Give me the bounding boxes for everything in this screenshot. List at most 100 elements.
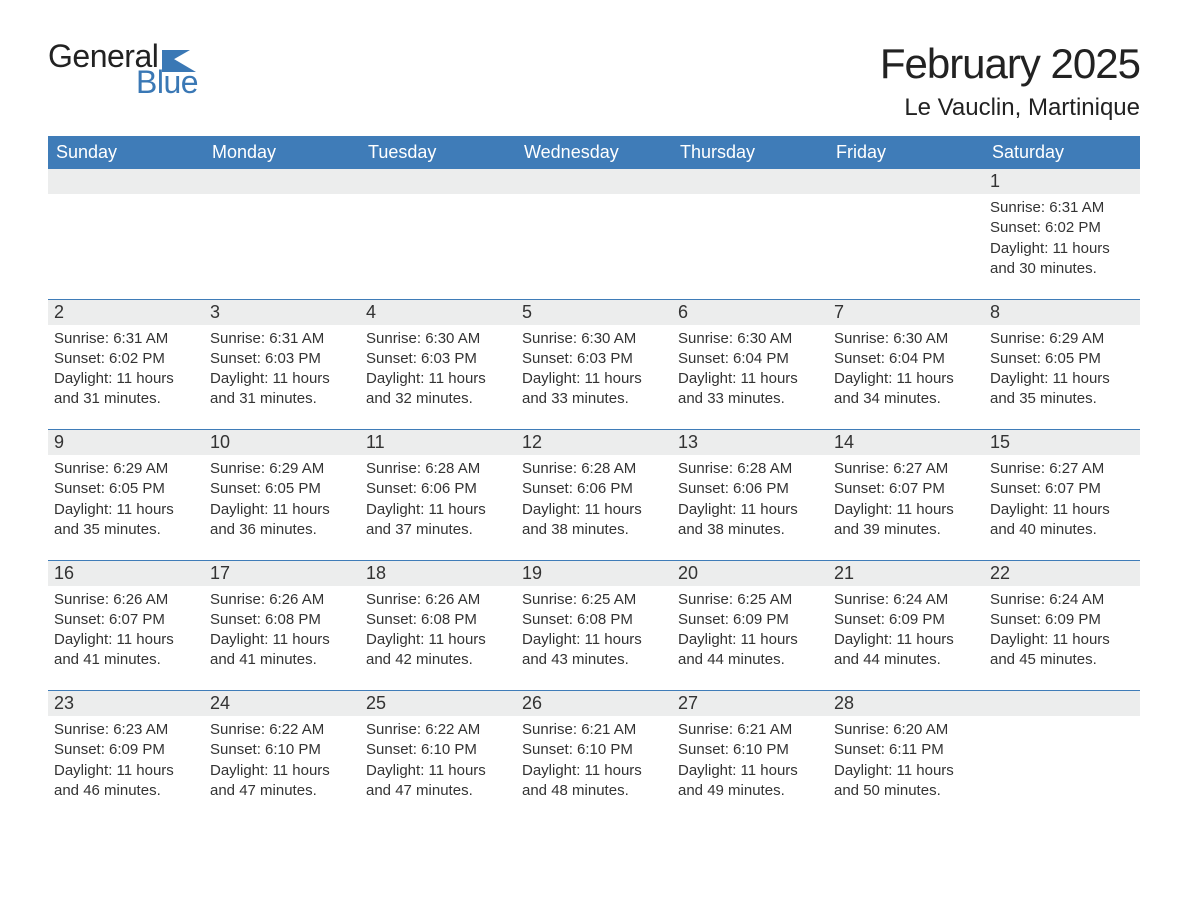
day-details: Sunrise: 6:28 AMSunset: 6:06 PMDaylight:… bbox=[360, 455, 516, 540]
sunrise-text: Sunrise: 6:21 AM bbox=[522, 720, 666, 740]
daylight-text: Daylight: 11 hours and 48 minutes. bbox=[522, 761, 666, 802]
day-details bbox=[672, 194, 828, 198]
day-details: Sunrise: 6:21 AMSunset: 6:10 PMDaylight:… bbox=[516, 716, 672, 801]
calendar-cell: 11Sunrise: 6:28 AMSunset: 6:06 PMDayligh… bbox=[360, 430, 516, 560]
sunrise-text: Sunrise: 6:27 AM bbox=[990, 459, 1134, 479]
daylight-text: Daylight: 11 hours and 31 minutes. bbox=[210, 369, 354, 410]
calendar-cell: 16Sunrise: 6:26 AMSunset: 6:07 PMDayligh… bbox=[48, 561, 204, 691]
daylight-text: Daylight: 11 hours and 37 minutes. bbox=[366, 500, 510, 541]
calendar-cell: 6Sunrise: 6:30 AMSunset: 6:04 PMDaylight… bbox=[672, 300, 828, 430]
calendar-cell: 3Sunrise: 6:31 AMSunset: 6:03 PMDaylight… bbox=[204, 300, 360, 430]
day-details: Sunrise: 6:30 AMSunset: 6:03 PMDaylight:… bbox=[360, 325, 516, 410]
daylight-text: Daylight: 11 hours and 39 minutes. bbox=[834, 500, 978, 541]
day-number: 14 bbox=[828, 430, 984, 455]
daylight-text: Daylight: 11 hours and 43 minutes. bbox=[522, 630, 666, 671]
weekday-header: Thursday bbox=[672, 136, 828, 169]
sunset-text: Sunset: 6:06 PM bbox=[522, 479, 666, 499]
daylight-text: Daylight: 11 hours and 41 minutes. bbox=[210, 630, 354, 671]
day-number: 21 bbox=[828, 561, 984, 586]
day-number: 28 bbox=[828, 691, 984, 716]
day-number: 6 bbox=[672, 300, 828, 325]
sunrise-text: Sunrise: 6:28 AM bbox=[366, 459, 510, 479]
day-details: Sunrise: 6:24 AMSunset: 6:09 PMDaylight:… bbox=[984, 586, 1140, 671]
daylight-text: Daylight: 11 hours and 38 minutes. bbox=[522, 500, 666, 541]
day-number bbox=[516, 169, 672, 194]
sunset-text: Sunset: 6:03 PM bbox=[522, 349, 666, 369]
daylight-text: Daylight: 11 hours and 36 minutes. bbox=[210, 500, 354, 541]
calendar-cell: 19Sunrise: 6:25 AMSunset: 6:08 PMDayligh… bbox=[516, 561, 672, 691]
day-number: 17 bbox=[204, 561, 360, 586]
calendar-cell: 20Sunrise: 6:25 AMSunset: 6:09 PMDayligh… bbox=[672, 561, 828, 691]
sunset-text: Sunset: 6:04 PM bbox=[678, 349, 822, 369]
day-details: Sunrise: 6:20 AMSunset: 6:11 PMDaylight:… bbox=[828, 716, 984, 801]
title-block: February 2025 Le Vauclin, Martinique bbox=[880, 40, 1140, 122]
calendar-cell: 10Sunrise: 6:29 AMSunset: 6:05 PMDayligh… bbox=[204, 430, 360, 560]
day-details bbox=[48, 194, 204, 198]
daylight-text: Daylight: 11 hours and 33 minutes. bbox=[522, 369, 666, 410]
logo-text-blue: Blue bbox=[136, 66, 198, 98]
calendar-cell: 27Sunrise: 6:21 AMSunset: 6:10 PMDayligh… bbox=[672, 691, 828, 821]
calendar-cell: 18Sunrise: 6:26 AMSunset: 6:08 PMDayligh… bbox=[360, 561, 516, 691]
day-details: Sunrise: 6:25 AMSunset: 6:08 PMDaylight:… bbox=[516, 586, 672, 671]
sunrise-text: Sunrise: 6:24 AM bbox=[834, 590, 978, 610]
sunset-text: Sunset: 6:06 PM bbox=[366, 479, 510, 499]
calendar-cell: 21Sunrise: 6:24 AMSunset: 6:09 PMDayligh… bbox=[828, 561, 984, 691]
sunrise-text: Sunrise: 6:29 AM bbox=[54, 459, 198, 479]
day-number bbox=[672, 169, 828, 194]
daylight-text: Daylight: 11 hours and 41 minutes. bbox=[54, 630, 198, 671]
calendar-cell bbox=[48, 169, 204, 299]
sunset-text: Sunset: 6:08 PM bbox=[366, 610, 510, 630]
sunrise-text: Sunrise: 6:20 AM bbox=[834, 720, 978, 740]
sunrise-text: Sunrise: 6:26 AM bbox=[54, 590, 198, 610]
weekday-header: Tuesday bbox=[360, 136, 516, 169]
day-number: 1 bbox=[984, 169, 1140, 194]
sunrise-text: Sunrise: 6:29 AM bbox=[990, 329, 1134, 349]
weekday-header: Saturday bbox=[984, 136, 1140, 169]
weekday-header: Wednesday bbox=[516, 136, 672, 169]
calendar-cell: 2Sunrise: 6:31 AMSunset: 6:02 PMDaylight… bbox=[48, 300, 204, 430]
day-number bbox=[828, 169, 984, 194]
day-details: Sunrise: 6:27 AMSunset: 6:07 PMDaylight:… bbox=[828, 455, 984, 540]
day-number: 16 bbox=[48, 561, 204, 586]
sunrise-text: Sunrise: 6:22 AM bbox=[366, 720, 510, 740]
sunset-text: Sunset: 6:07 PM bbox=[834, 479, 978, 499]
logo: General Blue bbox=[48, 40, 198, 98]
weekday-header: Friday bbox=[828, 136, 984, 169]
sunset-text: Sunset: 6:09 PM bbox=[834, 610, 978, 630]
day-number: 12 bbox=[516, 430, 672, 455]
day-number: 19 bbox=[516, 561, 672, 586]
calendar-cell bbox=[360, 169, 516, 299]
sunset-text: Sunset: 6:06 PM bbox=[678, 479, 822, 499]
day-details: Sunrise: 6:31 AMSunset: 6:02 PMDaylight:… bbox=[984, 194, 1140, 279]
day-details: Sunrise: 6:31 AMSunset: 6:03 PMDaylight:… bbox=[204, 325, 360, 410]
day-number: 4 bbox=[360, 300, 516, 325]
location-subtitle: Le Vauclin, Martinique bbox=[880, 94, 1140, 122]
calendar-week-row: 9Sunrise: 6:29 AMSunset: 6:05 PMDaylight… bbox=[48, 430, 1140, 560]
sunset-text: Sunset: 6:09 PM bbox=[54, 740, 198, 760]
day-number bbox=[360, 169, 516, 194]
day-number: 22 bbox=[984, 561, 1140, 586]
calendar-cell: 28Sunrise: 6:20 AMSunset: 6:11 PMDayligh… bbox=[828, 691, 984, 821]
calendar-cell: 23Sunrise: 6:23 AMSunset: 6:09 PMDayligh… bbox=[48, 691, 204, 821]
day-details bbox=[360, 194, 516, 198]
sunset-text: Sunset: 6:02 PM bbox=[54, 349, 198, 369]
sunrise-text: Sunrise: 6:22 AM bbox=[210, 720, 354, 740]
calendar-week-row: 16Sunrise: 6:26 AMSunset: 6:07 PMDayligh… bbox=[48, 561, 1140, 691]
day-number: 13 bbox=[672, 430, 828, 455]
daylight-text: Daylight: 11 hours and 35 minutes. bbox=[990, 369, 1134, 410]
day-details bbox=[204, 194, 360, 198]
sunrise-text: Sunrise: 6:30 AM bbox=[678, 329, 822, 349]
calendar-cell: 12Sunrise: 6:28 AMSunset: 6:06 PMDayligh… bbox=[516, 430, 672, 560]
day-details: Sunrise: 6:29 AMSunset: 6:05 PMDaylight:… bbox=[204, 455, 360, 540]
day-number: 3 bbox=[204, 300, 360, 325]
day-number: 9 bbox=[48, 430, 204, 455]
calendar-cell bbox=[204, 169, 360, 299]
daylight-text: Daylight: 11 hours and 45 minutes. bbox=[990, 630, 1134, 671]
day-number: 5 bbox=[516, 300, 672, 325]
day-number: 18 bbox=[360, 561, 516, 586]
day-details: Sunrise: 6:29 AMSunset: 6:05 PMDaylight:… bbox=[984, 325, 1140, 410]
sunset-text: Sunset: 6:07 PM bbox=[990, 479, 1134, 499]
day-details: Sunrise: 6:25 AMSunset: 6:09 PMDaylight:… bbox=[672, 586, 828, 671]
day-number bbox=[984, 691, 1140, 716]
calendar-cell: 5Sunrise: 6:30 AMSunset: 6:03 PMDaylight… bbox=[516, 300, 672, 430]
